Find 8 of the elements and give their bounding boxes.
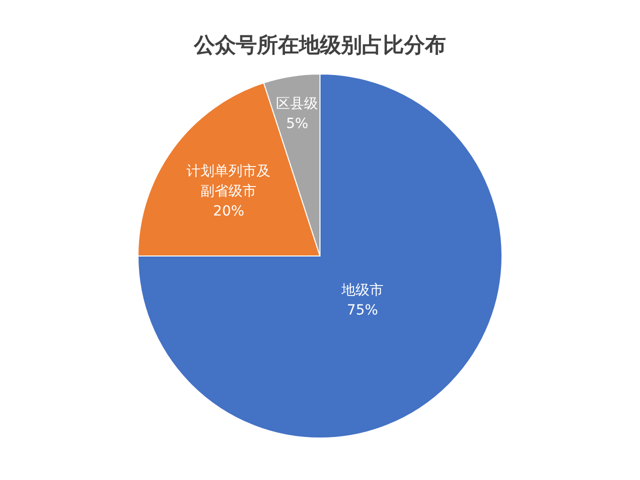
data-label: 75% [346,302,378,318]
slice-label: 区县级 [276,96,318,112]
chart-title: 公众号所在地级别占比分布 [193,33,446,57]
data-label: 20% [213,204,244,220]
pie-slice [138,74,502,438]
slice-label: 计划单列市及副省级市 [186,164,271,200]
data-label: 5% [286,116,308,132]
slice-label: 地级市 [340,282,384,298]
